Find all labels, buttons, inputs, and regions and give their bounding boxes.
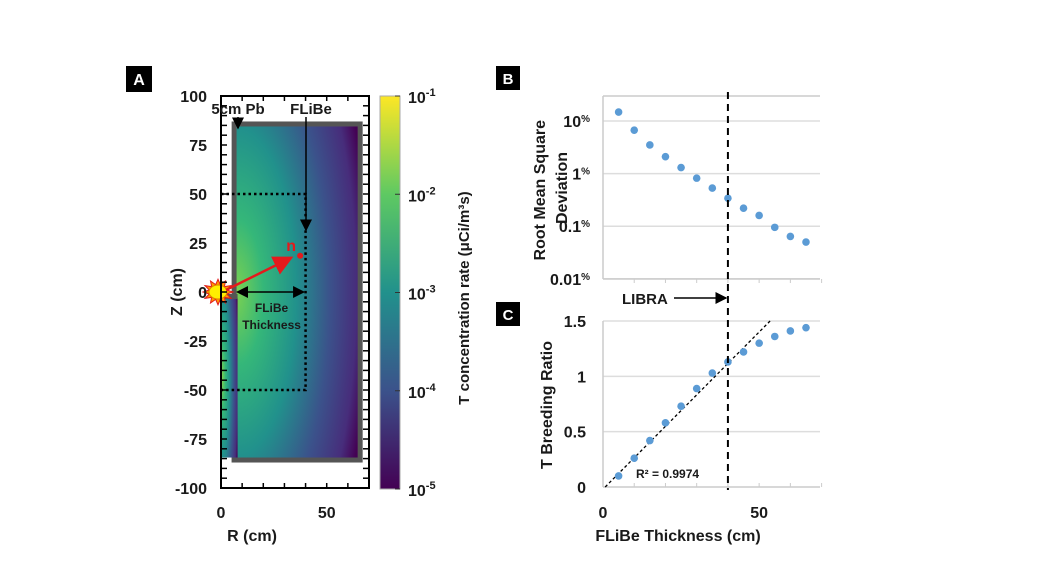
data-point	[677, 163, 685, 172]
flibe-label: FLiBe	[290, 101, 332, 118]
heatmap: FLiBe Thickness n	[201, 120, 363, 463]
data-point	[755, 339, 763, 347]
data-point	[661, 152, 670, 161]
data-point	[770, 332, 779, 341]
colorbar-tick-label: 10-5	[408, 480, 436, 500]
panel-label-b-box	[496, 66, 520, 90]
x-tick-label: 50	[318, 505, 336, 522]
plot-a-y-label: Z (cm)	[169, 268, 186, 316]
plot-a-x-tick-labels: 0 50	[217, 505, 336, 522]
y-tick-label: 1%	[572, 167, 590, 184]
flibe-region-lower	[222, 297, 238, 458]
y-tick-label: 0	[577, 480, 586, 497]
data-point	[708, 184, 717, 192]
data-point	[802, 323, 810, 332]
y-tick-label: 25	[189, 236, 207, 253]
data-point	[786, 327, 795, 335]
data-point	[786, 232, 795, 241]
thickness-label-line1: FLiBe	[255, 301, 289, 315]
y-tick-label: 0.5	[564, 425, 586, 442]
x-tick-label: 0	[217, 505, 226, 522]
plot-b-y-label-line1: Root Mean Square	[532, 120, 549, 261]
data-point	[661, 419, 670, 427]
y-tick-label: 0	[198, 285, 207, 302]
data-point	[614, 472, 623, 480]
r-squared-label: R² = 0.9974	[636, 467, 699, 481]
data-point	[614, 108, 623, 116]
trendline	[604, 320, 771, 488]
x-tick-label: 50	[750, 505, 768, 522]
y-tick-label: 100	[180, 89, 207, 106]
x-tick-label: 0	[599, 505, 608, 522]
data-point	[646, 436, 654, 445]
plot-b-y-label-line2: Deviation	[554, 152, 571, 224]
thickness-label-line2: Thickness	[242, 318, 301, 332]
panel-label-c-box	[496, 302, 520, 326]
data-point	[739, 204, 748, 212]
panel-a: A FLiBe Thickness n 100 75 50 25 0 -25 -50 -75 -10…	[126, 66, 473, 545]
libra-marker: LIBRA	[622, 92, 729, 490]
plot-c-y-label: T Breeding Ratio	[539, 341, 556, 469]
y-tick-label: 10%	[563, 114, 590, 131]
panel-label-a: A	[133, 72, 145, 89]
plot-b-y-label: Root Mean Square Deviation	[532, 116, 571, 261]
data-point	[692, 384, 701, 393]
data-point	[677, 402, 685, 411]
neutron-arrow	[225, 256, 294, 292]
y-tick-label: 0.01%	[550, 272, 590, 289]
plot-c-x-label: FLiBe Thickness (cm)	[595, 528, 760, 545]
data-point	[630, 126, 639, 134]
colorbar-tick-label: 10-2	[408, 185, 436, 205]
data-point	[755, 211, 763, 220]
panel-b: B 10% 1% 0.1% 0.01% Root Mean Square Deviat…	[496, 66, 823, 289]
flibe-thickness-box	[221, 192, 307, 392]
inner-cavity	[222, 120, 232, 297]
y-tick-label: -100	[175, 481, 207, 498]
panel-label-a-box	[126, 66, 152, 92]
y-tick-label: -75	[184, 432, 207, 449]
data-point	[708, 369, 717, 377]
colorbar-tick-label: 10-1	[408, 87, 436, 107]
data-point	[802, 238, 810, 246]
plot-b: 10% 1% 0.1% 0.01%	[550, 95, 823, 289]
colorbar-ticks: 10-1 10-2 10-3 10-4 10-5	[395, 87, 436, 500]
y-tick-label: 50	[189, 187, 207, 204]
data-point	[646, 141, 654, 149]
plot-a-ticks	[220, 95, 370, 489]
neutron-dot	[297, 252, 304, 259]
neutron-label: n	[286, 238, 296, 255]
y-tick-label: -50	[184, 383, 207, 400]
data-point	[770, 223, 779, 232]
data-point	[630, 454, 639, 463]
panel-label-c: C	[503, 307, 514, 324]
plot-c: 1.5 1 0.5 00 50 R² = 0.9974	[564, 314, 823, 522]
y-tick-label: 75	[189, 138, 207, 155]
data-point	[724, 194, 732, 203]
y-tick-label: 1.5	[564, 314, 586, 331]
plot-a-y-tick-labels: 100 75 50 25 0 -25 -50 -75 -100	[175, 89, 207, 498]
libra-label: LIBRA	[622, 291, 668, 308]
colorbar-tick-label: 10-4	[408, 382, 436, 402]
colorbar-tick-label: 10-3	[408, 284, 436, 304]
data-point	[739, 348, 748, 356]
y-tick-label: -25	[184, 334, 207, 351]
data-point	[692, 174, 701, 182]
y-tick-label: 0.1%	[559, 219, 590, 236]
pb-label: 5cm Pb	[211, 101, 264, 118]
y-tick-label: 1	[577, 369, 586, 386]
plot-a-x-label: R (cm)	[227, 528, 277, 545]
colorbar-label: T concentration rate (μCi/m³s)	[456, 191, 473, 404]
panel-label-b: B	[503, 71, 514, 88]
panel-c: C 1.5 1 0.5 00 50 R² = 0.9974 FLiBe Thickness…	[496, 302, 823, 545]
